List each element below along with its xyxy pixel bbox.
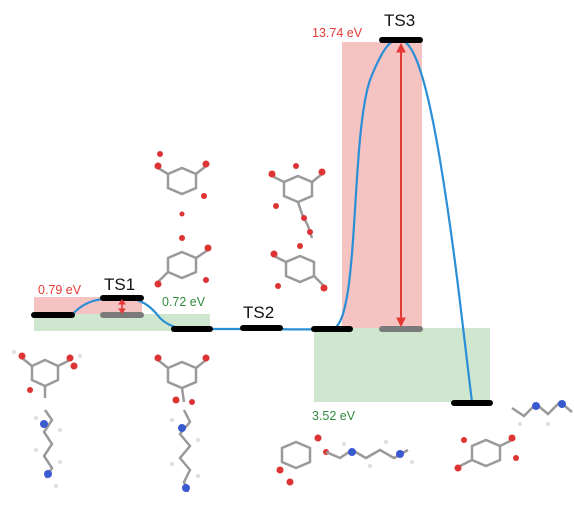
ts2-label: TS2 [243,303,274,322]
ts3-label: TS3 [384,11,415,30]
product-amine-molecule-icon [276,434,414,486]
ts3-arrow [396,42,406,328]
ts3-gap-band [314,328,490,402]
dimer-molecule-icon [154,151,212,288]
ts3-gap-energy: 3.52 eV [312,409,356,423]
ts1-label: TS1 [104,275,135,294]
amine-chain-molecule-icon [34,409,62,488]
ts3-barrier-energy: 13.74 eV [312,26,363,40]
ts1-gap-energy: 0.72 eV [162,295,206,309]
linked-dimer-molecule-icon [268,163,328,292]
product-benzene-molecule-icon [454,400,573,472]
reaction-path-curve [71,38,474,403]
phenol-molecule-icon [12,350,82,398]
ts1-gap-band [34,314,210,331]
ts1-arrow [118,299,126,314]
ts3-barrier-band [342,42,422,330]
ester-amine-molecule-icon [154,354,210,493]
ts1-barrier-band [34,297,142,315]
ts1-barrier-energy: 0.79 eV [38,283,82,297]
